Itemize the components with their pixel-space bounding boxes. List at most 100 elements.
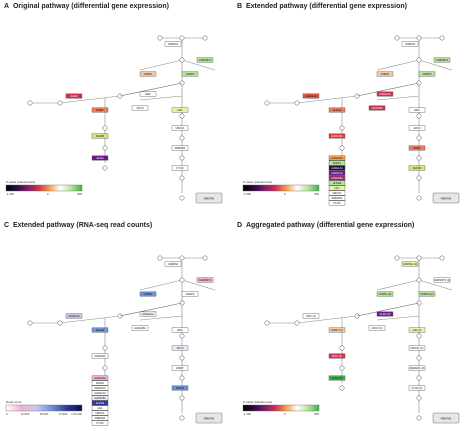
gene-box: AOC3 — [131, 105, 149, 111]
gene-box: FTCD (2) — [408, 385, 426, 391]
gene-box-label: ALDH2 — [96, 401, 105, 405]
gene-box-label: CARNMT1 (2) — [434, 278, 451, 282]
gene-box-label: CNDP2 — [186, 72, 195, 76]
legend-bar — [242, 184, 320, 192]
gene-box: CNDP2 — [181, 71, 199, 77]
gene-box: MAOB — [91, 133, 109, 139]
gene-box-rect — [408, 107, 426, 113]
gene-box: UROC1 — [171, 125, 189, 131]
gene-box-rect — [376, 311, 394, 317]
gene-box: MAOB — [408, 165, 426, 171]
alanine-box-rect — [195, 412, 223, 424]
gene-box-rect — [91, 155, 109, 161]
metabolite-node — [179, 255, 185, 261]
metabolite-node — [102, 145, 108, 151]
gene-box-rect — [328, 155, 346, 161]
gene-box-label: HAL (2) — [413, 328, 422, 332]
gene-box: CARNS1 — [164, 261, 182, 267]
gene-box: HDC (2) — [302, 313, 320, 319]
metabolite-node — [339, 145, 345, 151]
legend-tick: -1,000 — [6, 192, 14, 196]
alanine-box: Alanine — [432, 412, 460, 424]
gene-box-label: MAOB — [96, 134, 104, 138]
gene-box-rect — [139, 91, 157, 97]
gene-box-label: ALDH2 — [333, 108, 342, 112]
gene-box: MAOA — [328, 160, 346, 166]
gene-box-rect — [408, 385, 426, 391]
metabolite-node — [102, 365, 108, 371]
gene-box-rect — [328, 170, 346, 176]
gene-box: ALDH — [65, 93, 83, 99]
gene-box: UROC1 (2) — [408, 345, 426, 351]
gene-box-rect — [91, 385, 109, 391]
gene-box: CARNMT1 (2) — [433, 277, 451, 283]
gene-box-rect — [181, 71, 199, 77]
gene-box-label: AOC3 — [413, 126, 421, 130]
panel-letter: A — [4, 3, 10, 10]
gene-box-rect — [433, 277, 451, 283]
gene-box-label: ALDH1A1 — [379, 92, 391, 96]
legend-C: Read count 0 12,500 25,000 37,500 ≥ 50,000 — [5, 400, 82, 416]
gene-box-rect — [408, 165, 426, 171]
gene-box-rect — [368, 105, 386, 111]
gene-box: ALDH1A2 — [328, 170, 346, 176]
gene-box: ALDH1B1 — [91, 395, 109, 401]
gene-box-label: AOC3 — [176, 346, 184, 350]
pathway-edge — [59, 95, 121, 104]
pathway-edge — [296, 315, 358, 324]
metabolite-node — [416, 195, 422, 201]
metabolite-node — [179, 155, 185, 161]
panel-letter: D — [237, 222, 243, 229]
gene-box-label: CARNMT1 — [199, 278, 212, 282]
gene-box: ALDH2 — [328, 180, 346, 186]
gene-box-label: ALDH1A2 — [68, 314, 80, 318]
metabolite-node — [102, 345, 108, 351]
alanine-box-rect — [195, 192, 223, 204]
gene-box-label: MAOA — [333, 161, 341, 165]
gene-box-rect — [401, 41, 419, 47]
gene-box-label: CARNS1 — [168, 262, 179, 266]
legend-bar — [242, 404, 320, 412]
gene-box: CNDP2 (2) — [418, 291, 436, 297]
gene-box-label: ALDH3A2 — [331, 156, 343, 160]
legend-B: P-value (transformed) -1,000 0 800 — [242, 180, 320, 196]
gene-box-label: ALDH1A1 — [142, 312, 154, 316]
metabolite-node — [394, 255, 400, 261]
gene-box: ALDH3A2 — [328, 155, 346, 161]
metabolite-node — [179, 195, 185, 201]
gene-box-label: ALDH1A2 — [94, 391, 106, 395]
gene-box-rect — [91, 133, 109, 139]
gene-box: ALDH1B1 — [368, 105, 386, 111]
gene-box: CNDP1 — [139, 71, 157, 77]
gene-box: ALDH1A1 — [328, 165, 346, 171]
gene-box-rect — [65, 313, 83, 319]
panel-title-C: C Extended pathway (RNA-seq read counts) — [4, 222, 152, 229]
gene-box: FTCD — [328, 200, 346, 206]
metabolite-node — [416, 155, 422, 161]
gene-box-label: AOC3 (2) — [372, 326, 383, 330]
gene-box-label: MAO (2) — [332, 354, 342, 358]
gene-box: HNMT — [91, 107, 109, 113]
gene-box: HAL — [171, 107, 189, 113]
gene-box-label: ALDH — [97, 156, 104, 160]
legend-tick: 37,500 — [59, 412, 68, 416]
pathway-edge — [418, 59, 453, 71]
pathway-edge — [139, 279, 183, 291]
gene-box: ALDH3A1 — [91, 353, 109, 359]
metabolite-node — [339, 365, 345, 371]
gene-box-label: HAL — [97, 406, 103, 410]
metabolite-node — [416, 333, 422, 339]
gene-box: UROC1 — [328, 190, 346, 196]
metabolite-node — [102, 125, 108, 131]
gene-box-rect — [91, 415, 109, 421]
gene-box-rect — [418, 291, 436, 297]
metabolite-node — [416, 277, 422, 283]
gene-box-label: AMDHD1 — [95, 416, 107, 420]
legend-tick: ≥ 50,000 — [71, 412, 82, 416]
gene-box: ALDH1A1 — [91, 385, 109, 391]
metabolite-node — [439, 255, 445, 261]
gene-box-rect — [91, 400, 109, 406]
pathway-edge — [139, 59, 183, 71]
gene-box: ALDH1A2 — [302, 93, 320, 99]
gene-box-label: ALDH1B1 — [94, 396, 106, 400]
